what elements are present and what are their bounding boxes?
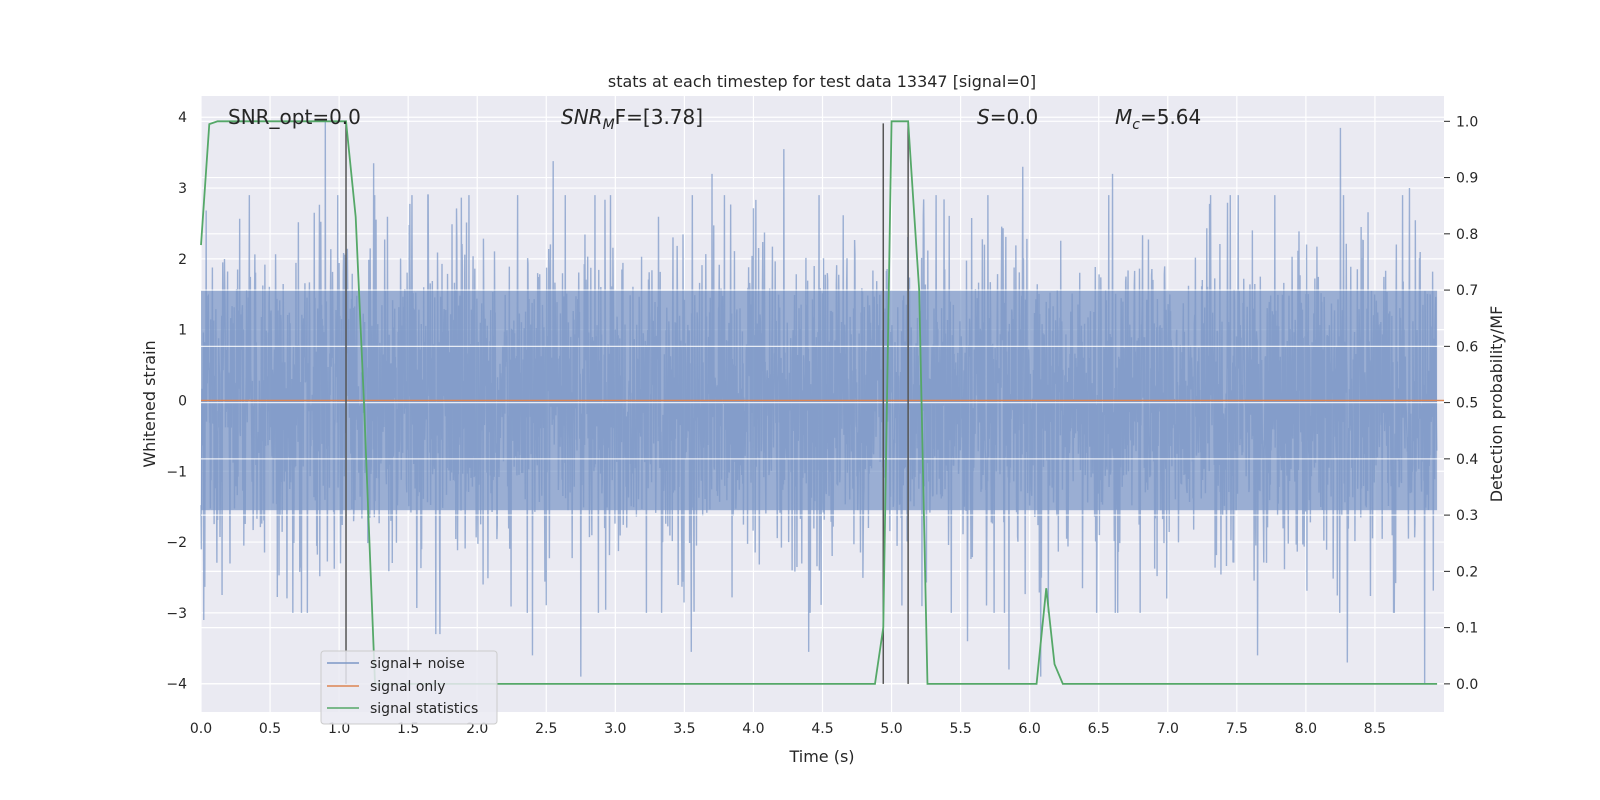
- annotation-snr-mf: SNRMF=[3.78]: [561, 105, 703, 133]
- y-tick-label: 2: [178, 252, 187, 268]
- y-right-tick-label: 0.7: [1456, 283, 1478, 299]
- x-tick-label: 4.0: [742, 721, 764, 737]
- legend-label-signal-statistics: signal statistics: [370, 701, 478, 717]
- x-tick-label: 8.5: [1364, 721, 1386, 737]
- legend-label-signal-only: signal only: [370, 679, 445, 695]
- y-right-tick-label: 0.3: [1456, 508, 1478, 524]
- y-tick-label: −4: [166, 677, 187, 693]
- x-tick-label: 5.0: [880, 721, 902, 737]
- x-tick-label: 6.5: [1088, 721, 1110, 737]
- y-right-tick-label: 1.0: [1456, 114, 1478, 130]
- y-right-tick-label: 0.5: [1456, 396, 1478, 412]
- x-tick-label: 7.0: [1157, 721, 1179, 737]
- y-tick-label: −3: [166, 606, 187, 622]
- noise-line: [200, 120, 1438, 684]
- x-tick-label: 2.0: [466, 721, 488, 737]
- annotation-s: S=0.0: [977, 105, 1038, 129]
- x-tick-label: 8.0: [1295, 721, 1317, 737]
- y-right-tick-label: 0.1: [1456, 621, 1478, 637]
- x-tick-label: 6.0: [1019, 721, 1041, 737]
- x-tick-label: 0.0: [190, 721, 212, 737]
- annotation-mc: Mc=5.64: [1115, 105, 1201, 133]
- legend-label-signal-noise: signal+ noise: [370, 656, 465, 672]
- x-tick-label: 1.5: [397, 721, 419, 737]
- y-right-tick-label: 0.0: [1456, 677, 1478, 693]
- x-tick-label: 5.5: [949, 721, 971, 737]
- y-right-tick-label: 0.8: [1456, 227, 1478, 243]
- y-tick-label: 3: [178, 181, 187, 197]
- x-tick-label: 1.0: [328, 721, 350, 737]
- x-tick-label: 2.5: [535, 721, 557, 737]
- signal-statistics-line: [200, 120, 1438, 685]
- y-axis-right-label: Detection probability/MF: [1487, 306, 1506, 503]
- y-right-tick-label: 0.6: [1456, 339, 1478, 355]
- legend: signal+ noise signal only signal statist…: [320, 650, 498, 725]
- x-tick-label: 4.5: [811, 721, 833, 737]
- y-tick-label: 1: [178, 323, 187, 339]
- series-signal-statistics: [200, 120, 1438, 685]
- x-tick-label: 3.0: [604, 721, 626, 737]
- x-tick-label: 0.5: [259, 721, 281, 737]
- x-axis-label: Time (s): [788, 747, 854, 766]
- y-tick-label: 0: [178, 393, 187, 409]
- y-right-tick-label: 0.9: [1456, 171, 1478, 187]
- chart-title: stats at each timestep for test data 133…: [608, 72, 1036, 91]
- x-tick-label: 3.5: [673, 721, 695, 737]
- y-axis-label: Whitened strain: [140, 340, 159, 467]
- y-tick-label: 4: [178, 110, 187, 126]
- legend-box: [320, 650, 498, 725]
- x-tick-label: 7.5: [1226, 721, 1248, 737]
- annotation-snr-opt: SNR_opt=0.0: [228, 105, 361, 129]
- y-right-tick-label: 0.2: [1456, 564, 1478, 580]
- y-tick-label: −2: [166, 535, 187, 551]
- y-right-tick-label: 0.4: [1456, 452, 1478, 468]
- ticks: 0.0 0.5 1.0 1.5 2.0 2.5 3.0 3.5 4.0 4.5 5.0 5.5 6.0 6…: [166, 110, 1478, 737]
- y-tick-label: −1: [166, 464, 187, 480]
